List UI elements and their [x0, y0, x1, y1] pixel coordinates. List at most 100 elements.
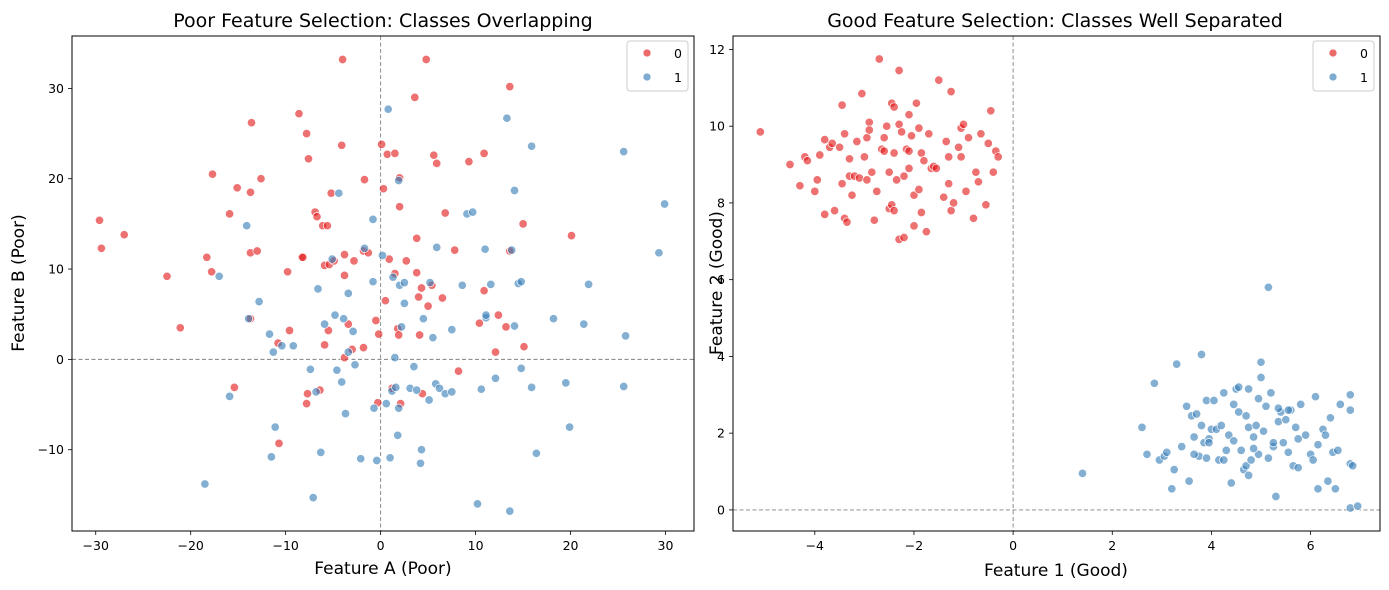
data-point-class-1 — [277, 341, 287, 351]
data-point-class-1 — [1226, 478, 1236, 488]
data-point-class-1 — [343, 347, 353, 357]
legend-label-1: 1 — [1360, 70, 1368, 85]
data-point-class-1 — [516, 277, 526, 287]
data-point-class-1 — [1266, 388, 1276, 398]
data-point-class-0 — [358, 343, 369, 353]
y-tick-label: 10 — [48, 262, 64, 277]
x-axis-ticks: −4 −2 0 2 4 6 — [806, 531, 1315, 553]
data-point-class-1 — [288, 341, 298, 351]
data-point-class-1 — [311, 387, 321, 397]
data-point-class-0 — [207, 267, 217, 277]
data-point-class-0 — [294, 109, 304, 119]
data-point-class-1 — [457, 280, 467, 290]
data-point-class-0 — [835, 142, 845, 152]
data-point-class-1 — [1216, 420, 1226, 431]
data-point-class-1 — [359, 243, 370, 253]
data-point-class-1 — [369, 403, 379, 413]
data-point-class-1 — [1241, 411, 1251, 421]
data-point-class-1 — [425, 278, 435, 288]
y-tick-label: 20 — [48, 171, 64, 186]
data-point-class-0 — [812, 175, 822, 185]
data-point-class-1 — [1320, 430, 1331, 440]
data-point-class-1 — [399, 298, 409, 308]
data-point-class-1 — [244, 314, 254, 324]
data-point-class-1 — [476, 384, 486, 394]
data-point-class-1 — [1348, 461, 1358, 471]
data-point-class-0 — [274, 438, 284, 448]
data-point-class-0 — [837, 179, 847, 189]
data-point-class-1 — [527, 382, 537, 392]
data-point-class-0 — [894, 65, 904, 76]
data-point-class-1 — [266, 452, 276, 462]
data-point-class-0 — [394, 330, 404, 340]
x-axis-label: Feature 1 (Good) — [984, 561, 1128, 581]
data-point-class-0 — [899, 171, 909, 181]
data-point-class-0 — [302, 399, 312, 409]
x-tick-label: 2 — [1108, 538, 1116, 553]
y-tick-label: 6 — [717, 272, 725, 287]
data-point-class-1 — [1330, 484, 1340, 494]
data-point-class-0 — [390, 148, 400, 158]
data-point-class-0 — [946, 87, 956, 97]
data-point-class-0 — [944, 152, 954, 162]
data-point-class-0 — [827, 138, 837, 148]
legend-frame — [1312, 40, 1375, 92]
data-point-class-0 — [371, 315, 381, 326]
data-point-class-1 — [1149, 378, 1159, 388]
data-point-class-0 — [795, 181, 805, 191]
data-point-class-0 — [359, 175, 370, 185]
data-point-class-1 — [1283, 447, 1293, 457]
data-point-class-0 — [867, 167, 877, 177]
data-point-class-0 — [283, 267, 293, 277]
plot-area — [72, 36, 694, 531]
data-point-class-1 — [1167, 484, 1177, 494]
data-point-class-0 — [949, 198, 959, 208]
data-point-class-1 — [327, 254, 337, 264]
data-point-class-1 — [424, 395, 434, 405]
data-point-class-0 — [382, 149, 392, 159]
data-point-class-0 — [983, 138, 993, 148]
data-point-class-1 — [434, 383, 445, 393]
data-point-class-1 — [619, 381, 629, 392]
data-point-class-0 — [879, 146, 889, 156]
data-point-class-0 — [815, 150, 825, 160]
data-point-class-0 — [976, 129, 986, 139]
data-point-class-1 — [1229, 399, 1239, 409]
x-axis-label: Feature A (Poor) — [314, 559, 451, 579]
data-point-class-0 — [916, 148, 926, 158]
y-tick-label: 0 — [717, 502, 725, 517]
data-point-class-0 — [919, 156, 929, 166]
data-point-class-0 — [889, 102, 899, 112]
legend-label-0: 0 — [1360, 46, 1368, 61]
data-point-class-0 — [837, 100, 847, 110]
reference-lines — [733, 36, 1380, 531]
data-point-class-0 — [339, 250, 350, 260]
data-point-class-0 — [412, 233, 422, 243]
data-point-class-1 — [332, 365, 342, 375]
x-tick-label: 0 — [1009, 538, 1017, 553]
y-tick-label: 10 — [709, 119, 725, 134]
data-point-class-1 — [1241, 461, 1251, 471]
data-point-class-0 — [909, 190, 919, 200]
data-point-class-0 — [298, 252, 308, 262]
data-point-class-1 — [654, 248, 664, 258]
data-point-class-0 — [971, 167, 981, 177]
data-point-class-0 — [401, 256, 411, 266]
data-point-class-1 — [1353, 501, 1363, 511]
data-point-class-0 — [256, 174, 266, 184]
data-point-class-0 — [993, 152, 1003, 162]
data-point-class-1 — [1268, 438, 1278, 448]
data-point-class-0 — [921, 227, 931, 237]
data-point-class-1 — [377, 250, 388, 261]
y-tick-label: 4 — [717, 349, 725, 364]
data-point-class-0 — [119, 230, 129, 240]
data-point-class-0 — [505, 82, 515, 92]
chart-title: Poor Feature Selection: Classes Overlapp… — [173, 10, 592, 32]
y-tick-label: −10 — [38, 442, 64, 457]
data-point-class-1 — [388, 272, 398, 282]
data-point-class-1 — [1296, 399, 1306, 409]
data-point-class-0 — [904, 146, 914, 156]
data-point-class-0 — [202, 252, 212, 262]
data-point-class-0 — [914, 184, 924, 195]
data-point-class-1 — [480, 244, 490, 254]
